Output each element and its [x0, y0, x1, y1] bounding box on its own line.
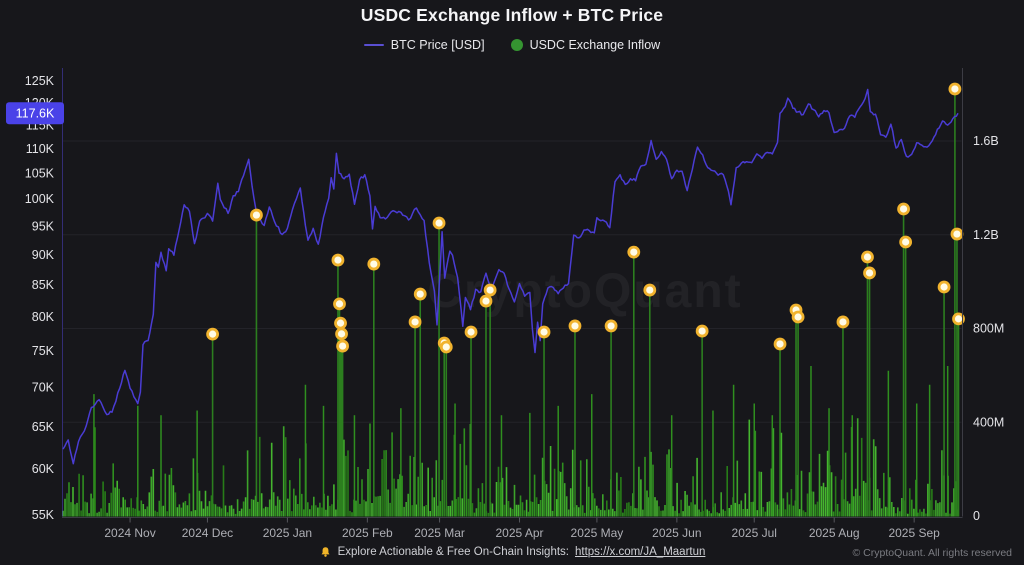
inflow-spike-marker[interactable] — [483, 283, 497, 297]
svg-text:55K: 55K — [32, 508, 55, 522]
inflow-spike-marker[interactable] — [791, 310, 805, 324]
legend-label-btc: BTC Price [USD] — [390, 38, 485, 52]
inflow-minor-spikes — [93, 366, 949, 517]
svg-text:117.6K: 117.6K — [16, 106, 55, 120]
svg-text:1.2B: 1.2B — [973, 228, 999, 242]
inflow-spike-marker[interactable] — [413, 287, 427, 301]
btc-line-swatch-icon — [363, 43, 384, 47]
promo-link[interactable]: https://x.com/JA_Maartun — [575, 546, 706, 558]
inflow-spike-marker[interactable] — [950, 227, 964, 241]
svg-text:2025 Jan: 2025 Jan — [263, 526, 312, 540]
inflow-spike-marker[interactable] — [627, 245, 641, 259]
inflow-spike-marker[interactable] — [897, 202, 910, 216]
svg-text:400M: 400M — [973, 415, 1004, 429]
y-axis-left-labels: 125K120K115K110K105K100K95K90K85K80K75K7… — [25, 74, 55, 522]
promo-text: Explore Actionable & Free On-Chain Insig… — [337, 546, 569, 558]
inflow-spike-marker[interactable] — [333, 297, 346, 311]
legend-label-usdc: USDC Exchange Inflow — [529, 38, 661, 52]
svg-text:0: 0 — [973, 509, 980, 523]
inflow-spike-marker[interactable] — [952, 312, 965, 326]
svg-text:125K: 125K — [25, 74, 55, 88]
svg-text:60K: 60K — [32, 462, 55, 476]
svg-text:75K: 75K — [32, 344, 55, 358]
inflow-spike-marker[interactable] — [479, 294, 493, 308]
inflow-spike-marker[interactable] — [331, 253, 345, 267]
inflow-spike-marker[interactable] — [439, 340, 453, 354]
inflow-spike-marker[interactable] — [568, 319, 582, 333]
usdc-dot-swatch-icon — [510, 39, 523, 51]
inflow-spikes — [211, 88, 960, 517]
svg-text:2025 Apr: 2025 Apr — [496, 526, 544, 540]
inflow-spike-marker[interactable] — [336, 339, 349, 353]
inflow-spike-marker[interactable] — [432, 216, 446, 230]
svg-text:2025 Jul: 2025 Jul — [732, 526, 777, 540]
spike-markers[interactable] — [206, 82, 965, 354]
inflow-spike-marker[interactable] — [695, 324, 709, 338]
svg-text:2024 Dec: 2024 Dec — [182, 526, 233, 540]
svg-text:2025 Jun: 2025 Jun — [652, 526, 701, 540]
chart-legend: BTC Price [USD] USDC Exchange Inflow — [0, 38, 1024, 52]
inflow-spike-marker[interactable] — [643, 283, 657, 297]
legend-item-btc-price[interactable]: BTC Price [USD] — [363, 38, 485, 52]
svg-text:70K: 70K — [32, 381, 55, 395]
svg-text:2025 Feb: 2025 Feb — [342, 526, 393, 540]
svg-text:65K: 65K — [32, 420, 55, 434]
svg-text:85K: 85K — [32, 278, 55, 292]
inflow-spike-marker[interactable] — [206, 327, 219, 341]
inflow-spike-marker[interactable] — [937, 280, 951, 294]
inflow-spike-marker[interactable] — [836, 315, 850, 329]
footer-promo: Explore Actionable & Free On-Chain Insig… — [0, 543, 1024, 561]
inflow-spike-marker[interactable] — [948, 82, 962, 96]
inflow-spike-marker[interactable] — [537, 325, 551, 339]
svg-text:100K: 100K — [25, 192, 55, 206]
copyright-text: © CryptoQuant. All rights reserved — [852, 547, 1012, 559]
inflow-spike-marker[interactable] — [899, 235, 913, 249]
legend-item-usdc-inflow[interactable]: USDC Exchange Inflow — [510, 38, 661, 52]
svg-text:800M: 800M — [973, 322, 1004, 336]
svg-text:2025 Mar: 2025 Mar — [414, 526, 465, 540]
inflow-spike-marker[interactable] — [861, 250, 874, 264]
inflow-spike-marker[interactable] — [334, 316, 347, 330]
y-axis-right-labels: 1.6B 1.2B 800M 400M 0 — [973, 134, 1004, 523]
current-price-badge: 117.6K — [6, 102, 64, 125]
watermark-text: CryptoQuant — [427, 265, 742, 318]
svg-text:80K: 80K — [32, 310, 55, 324]
svg-text:105K: 105K — [25, 166, 55, 180]
inflow-spike-marker[interactable] — [604, 319, 618, 333]
x-axis-labels: 2024 Nov 2024 Dec 2025 Jan 2025 Feb 2025 Mar… — [104, 517, 940, 540]
svg-text:95K: 95K — [32, 219, 55, 233]
bell-icon — [321, 546, 330, 557]
svg-text:2025 Sep: 2025 Sep — [888, 526, 940, 540]
inflow-spike-marker[interactable] — [408, 315, 422, 329]
svg-text:1.6B: 1.6B — [973, 134, 999, 148]
inflow-spike-marker[interactable] — [367, 257, 381, 271]
svg-text:2025 May: 2025 May — [571, 526, 624, 540]
svg-text:2024 Nov: 2024 Nov — [104, 526, 155, 540]
btc-price-line — [62, 88, 959, 465]
inflow-spike-marker[interactable] — [250, 208, 263, 222]
svg-text:110K: 110K — [26, 142, 55, 156]
inflow-spike-marker[interactable] — [464, 325, 478, 339]
svg-text:2025 Aug: 2025 Aug — [809, 526, 860, 540]
inflow-spike-marker[interactable] — [863, 266, 876, 280]
chart-title: USDC Exchange Inflow + BTC Price — [360, 5, 664, 25]
inflow-spike-marker[interactable] — [335, 327, 348, 341]
inflow-spike-marker[interactable] — [773, 337, 787, 351]
svg-text:90K: 90K — [32, 248, 55, 262]
